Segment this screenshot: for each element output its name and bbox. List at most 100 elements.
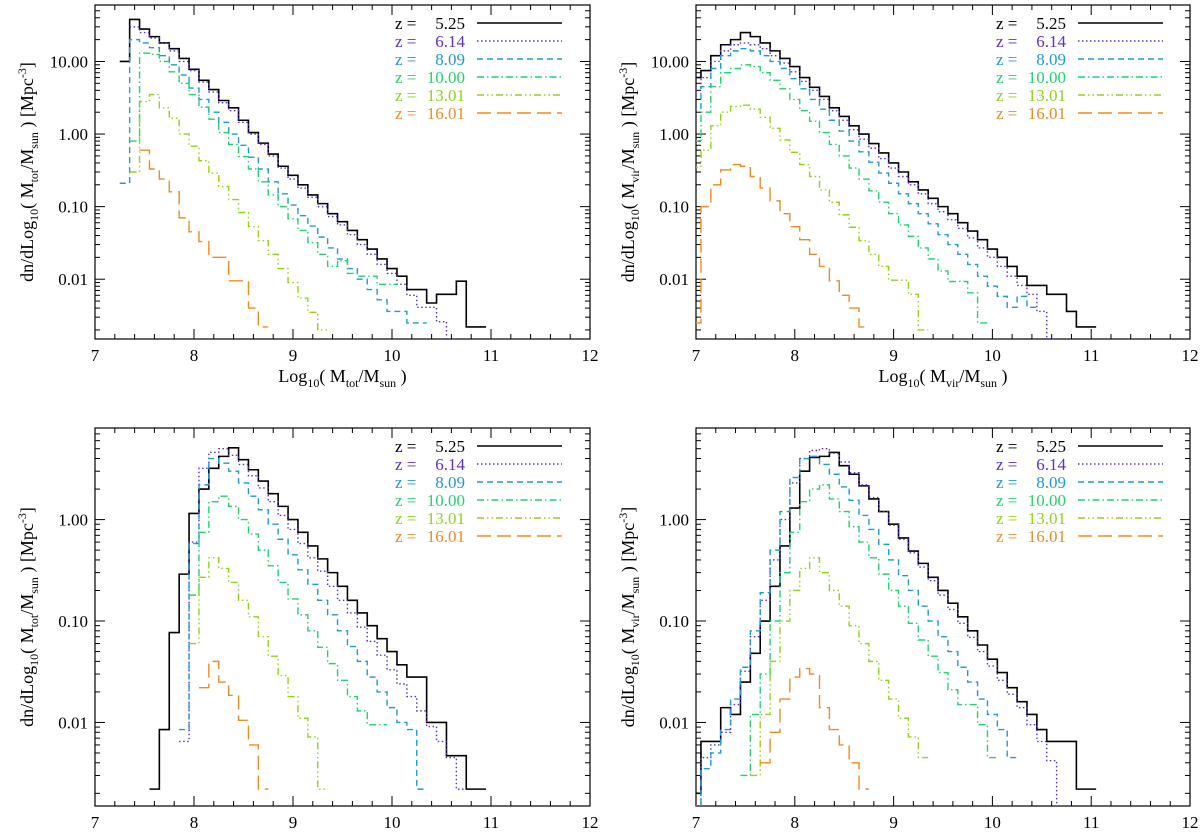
legend-label: z = <box>996 491 1017 510</box>
legend-value: 16.01 <box>1028 104 1066 123</box>
series-line-z-5.25 <box>119 18 487 328</box>
legend-label: z = <box>996 455 1017 474</box>
legend-value: 6.14 <box>1036 455 1066 474</box>
x-tick-label: 10 <box>384 346 401 365</box>
y-tick-label: 0.01 <box>659 270 689 289</box>
legend-label: z = <box>395 14 416 33</box>
y-axis-label: dn/dLog10( Mvir/Msun ) [Mpc-3] <box>616 507 642 728</box>
legend-value: 10.00 <box>427 68 465 87</box>
legend-value: 13.01 <box>1028 86 1066 105</box>
y-tick-label: 0.10 <box>58 198 88 217</box>
legend-value: 10.00 <box>1028 68 1066 87</box>
legend-label: z = <box>996 473 1017 492</box>
series-group <box>149 447 487 790</box>
legend-value: 10.00 <box>427 491 465 510</box>
legend: z = 5.25 z = 6.14 z = 8.09 z = 10.00 z = 13.01 z =… <box>395 437 562 546</box>
axes-frame <box>695 4 1191 340</box>
y-tick-label: 0.10 <box>58 612 88 631</box>
y-tick-label: 1.00 <box>659 125 689 144</box>
x-tick-label: 7 <box>91 813 100 832</box>
legend-label: z = <box>996 104 1017 123</box>
series-line-z-5.25 <box>696 31 1097 328</box>
legend-label: z = <box>996 527 1017 546</box>
series-line-z-13.01 <box>696 104 929 331</box>
x-tick-label: 12 <box>1182 346 1199 365</box>
legend-value: 6.14 <box>435 455 465 474</box>
x-tick-label: 11 <box>483 813 499 832</box>
legend-label: z = <box>395 455 416 474</box>
series-line-z-6.14 <box>696 448 1067 806</box>
legend-value: 16.01 <box>1028 527 1066 546</box>
legend-value: 13.01 <box>427 86 465 105</box>
legend-value: 5.25 <box>1036 14 1066 33</box>
legend-label: z = <box>996 50 1017 69</box>
series-line-z-13.01 <box>189 557 328 790</box>
legend: z = 5.25 z = 6.14 z = 8.09 z = 10.00 z = 13.01 z =… <box>996 14 1163 123</box>
series-line-z-13.01 <box>129 93 328 331</box>
legend-label: z = <box>395 104 416 123</box>
x-axis-label: Log10( Mtot/Msun ) <box>278 366 406 390</box>
x-tick-label: 11 <box>483 346 499 365</box>
y-tick-label: 10.00 <box>651 52 689 71</box>
x-tick-label: 8 <box>190 813 199 832</box>
legend-label: z = <box>395 437 416 456</box>
legend-value: 16.01 <box>427 104 465 123</box>
legend-value: 10.00 <box>1028 491 1066 510</box>
series-line-z-16.01 <box>139 149 269 328</box>
legend: z = 5.25 z = 6.14 z = 8.09 z = 10.00 z = 13.01 z =… <box>996 437 1163 546</box>
legend-value: 5.25 <box>435 14 465 33</box>
series-line-z-8.09 <box>179 457 427 790</box>
axes-frame <box>94 427 591 807</box>
legend-value: 8.09 <box>435 50 465 69</box>
x-tick-label: 12 <box>1182 813 1199 832</box>
x-tick-label: 7 <box>91 346 100 365</box>
legend-label: z = <box>395 491 416 510</box>
legend-value: 5.25 <box>435 437 465 456</box>
series-line-z-10.00 <box>189 495 388 726</box>
x-tick-label: 11 <box>1083 813 1099 832</box>
y-axis-label: dn/dLog10( Mtot/Msun ) [Mpc-3] <box>15 62 41 282</box>
legend-value: 6.14 <box>1036 32 1066 51</box>
series-line-z-16.01 <box>760 667 869 790</box>
series-line-z-8.09 <box>119 38 427 324</box>
x-tick-label: 8 <box>791 813 800 832</box>
legend-label: z = <box>996 68 1017 87</box>
x-tick-label: 10 <box>384 813 401 832</box>
y-axis-label: dn/dLog10( Mtot/Msun ) [Mpc-3] <box>15 507 41 727</box>
y-tick-label: 0.01 <box>58 270 88 289</box>
series-line-z-6.14 <box>179 448 467 790</box>
legend-label: z = <box>996 32 1017 51</box>
legend-label: z = <box>395 50 416 69</box>
x-axis-label: Log10( Mvir/Msun ) <box>878 366 1007 390</box>
y-tick-label: 1.00 <box>58 125 88 144</box>
x-tick-label: 9 <box>289 813 298 832</box>
legend-label: z = <box>395 473 416 492</box>
y-tick-label: 1.00 <box>659 511 689 530</box>
x-tick-label: 10 <box>984 813 1001 832</box>
legend-label: z = <box>996 86 1017 105</box>
legend-value: 5.25 <box>1036 437 1066 456</box>
x-tick-label: 9 <box>289 346 298 365</box>
series-line-z-10.00 <box>740 484 998 777</box>
legend-value: 8.09 <box>1036 50 1066 69</box>
legend-label: z = <box>395 68 416 87</box>
legend-label: z = <box>395 32 416 51</box>
series-line-z-13.01 <box>750 557 929 777</box>
series-group <box>696 31 1097 339</box>
legend-label: z = <box>996 14 1017 33</box>
x-tick-label: 10 <box>984 346 1001 365</box>
panel-top-left: 7 8 9 10 11 12 0.01 0.10 1.00 10.00 Log10( Mtot/Ms… <box>15 4 599 390</box>
legend-value: 6.14 <box>435 32 465 51</box>
y-tick-label: 0.10 <box>659 198 689 217</box>
x-tick-label: 12 <box>582 813 599 832</box>
axes-frame <box>695 427 1191 807</box>
series-line-z-5.25 <box>149 447 487 790</box>
panel-top-right: 7 8 9 10 11 12 0.01 0.10 1.00 10.00 Log10( Mvir/Ms… <box>616 4 1199 390</box>
y-tick-label: 10.00 <box>50 52 88 71</box>
y-tick-label: 0.10 <box>659 612 689 631</box>
legend-value: 16.01 <box>427 527 465 546</box>
legend-value: 13.01 <box>427 509 465 528</box>
